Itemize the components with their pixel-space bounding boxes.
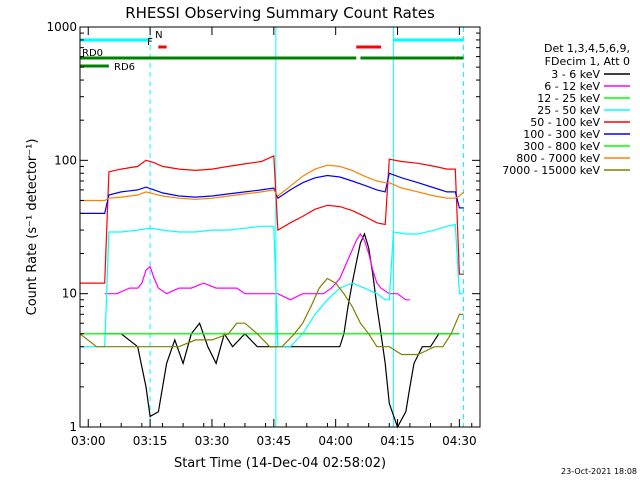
flag-label-f: F [147,37,153,48]
legend: Det 1,3,4,5,6,9,FDecim 1, Att 03 - 6 keV… [502,42,630,177]
y-tick-label: 1 [69,420,77,434]
legend-entry-25-50-kev: 25 - 50 keV [537,104,600,117]
flag-label-rd6: RD6 [114,62,135,73]
legend-header: Det 1,3,4,5,6,9, [544,42,630,55]
x-tick-label: 03:30 [195,434,230,448]
series-line-100-300-kev [80,172,464,214]
y-tick-label: 100 [54,153,77,167]
series-line-50-100-kev [80,154,464,284]
legend-entry-300-800-kev: 300 - 800 keV [523,140,600,153]
x-tick-label: 04:30 [442,434,477,448]
legend-entry-12-25-kev: 12 - 25 keV [537,92,600,105]
plot-lines [79,27,465,429]
legend-entry-3-6-kev: 3 - 6 keV [551,68,600,81]
legend-header: FDecim 1, Att 0 [545,55,630,68]
plot-frame [79,26,481,428]
chart-title: RHESSI Observing Summary Count Rates [125,4,435,22]
flag-label-rd0: RD0 [82,48,103,59]
legend-entry-7000-15000-kev: 7000 - 15000 keV [502,164,600,177]
y-tick-label: 1000 [46,20,77,34]
flag-bars: NF RD0 RD6 [80,30,464,73]
series-line-7000-15000-kev [79,277,464,356]
legend-entry-50-100-kev: 50 - 100 keV [530,116,600,129]
x-tick-label: 04:00 [318,434,353,448]
legend-entry-800-7000-kev: 800 - 7000 keV [516,152,600,165]
y-tick-label: 10 [62,287,77,301]
x-axis-label: Start Time (14-Dec-04 02:58:02) [174,456,386,471]
footer-date: 23-Oct-2021 18:08 [561,467,637,476]
series-line-3-6-kev [104,232,460,429]
x-tick-label: 03:15 [133,434,168,448]
legend-entry-6-12-kev: 6 - 12 keV [544,80,600,93]
series-line-800-7000-kev [80,164,464,202]
flag-label-n: N [155,30,162,41]
y-axis-label: Count Rate (s⁻¹ detector⁻¹) [25,139,40,316]
legend-entry-100-300-kev: 100 - 300 keV [523,128,600,141]
x-axis: 03:00 03:15 03:30 03:45 04:00 04:15 04:30 [71,27,477,448]
x-tick-label: 03:00 [71,434,106,448]
series-line-25-50-kev [80,223,464,348]
x-tick-label: 04:15 [380,434,415,448]
y-axis: 1 10 100 1000 [46,20,480,434]
series-line-6-12-kev [104,232,410,301]
x-tick-label: 03:45 [257,434,292,448]
